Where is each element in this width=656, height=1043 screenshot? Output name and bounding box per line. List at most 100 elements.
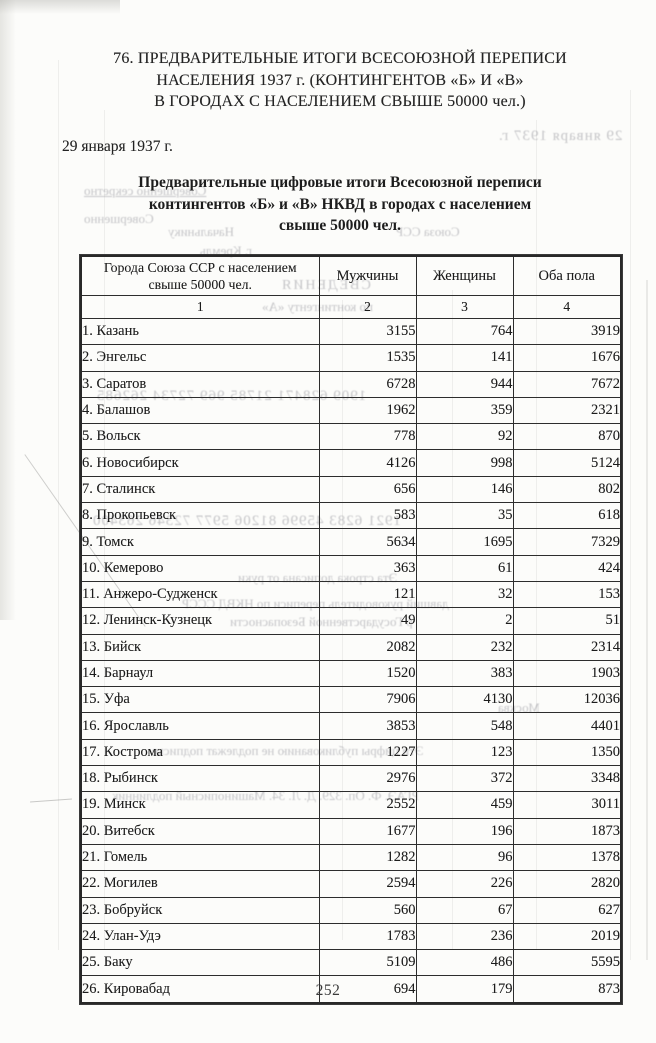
both-count-cell: 627 <box>512 896 622 924</box>
both-count-cell: 153 <box>512 580 622 609</box>
both-count-cell: 2820 <box>512 870 622 898</box>
men-count-cell: 2976 <box>318 765 417 793</box>
women-count-cell: 236 <box>415 922 514 951</box>
city-cell: 8. Прокопьевск <box>80 502 320 530</box>
city-cell: 20. Витебск <box>80 817 320 845</box>
both-count-cell: 424 <box>512 554 622 582</box>
men-count-cell: 778 <box>318 423 417 451</box>
table-row: 7. Сталинск 656 146 802 <box>80 475 622 504</box>
city-cell: 5. Вольск <box>80 423 320 451</box>
city-cell: 14. Барнаул <box>80 659 320 688</box>
bleedthrough-grid-line <box>630 90 631 960</box>
women-count-cell: 548 <box>415 712 514 740</box>
men-count-cell: 7906 <box>318 686 417 714</box>
both-count-cell: 3919 <box>512 317 622 346</box>
both-count-cell: 2321 <box>512 396 622 425</box>
both-count-cell: 2314 <box>512 633 622 661</box>
both-count-cell: 12036 <box>512 686 622 714</box>
column-number: 4 <box>512 295 622 319</box>
city-cell: 26. Кировабад <box>80 975 320 1004</box>
column-number: 2 <box>318 295 417 319</box>
city-cell: 25. Баку <box>80 949 320 977</box>
subtitle-line: контингентов «Б» и «В» НКВД в городах с … <box>148 195 532 213</box>
bleedthrough-text: 29 января 1937 г. <box>497 128 622 144</box>
city-cell: 7. Сталинск <box>80 475 320 504</box>
both-count-cell: 618 <box>512 502 622 530</box>
men-count-cell: 1677 <box>318 817 417 845</box>
table-row: 16. Ярославль 3853 548 4401 <box>80 712 622 740</box>
subtitle-line: свыше 50000 чел. <box>278 217 401 234</box>
men-count-cell: 5109 <box>318 949 417 977</box>
column-header-line: Города Союза ССР с населением <box>103 260 297 275</box>
header-row: Города Союза ССР с населением свыше 5000… <box>80 255 622 296</box>
men-count-cell: 1227 <box>318 738 417 767</box>
table-row: 18. Рыбинск 2976 372 3348 <box>80 765 622 793</box>
city-cell: 24. Улан-Удэ <box>80 922 320 951</box>
city-cell: 22. Могилев <box>80 870 320 898</box>
city-cell: 10. Кемерово <box>80 554 320 582</box>
women-count-cell: 486 <box>415 949 514 977</box>
both-count-cell: 873 <box>512 975 622 1004</box>
men-count-cell: 121 <box>318 580 417 609</box>
title-line: В ГОРОДАХ С НАСЕЛЕНИЕМ СВЫШЕ 50000 чел.) <box>154 93 526 110</box>
women-count-cell: 998 <box>415 449 514 477</box>
women-count-cell: 92 <box>415 423 514 451</box>
table-row: 5. Вольск 778 92 870 <box>80 423 622 451</box>
both-count-cell: 7672 <box>512 370 622 398</box>
men-count-cell: 6728 <box>318 370 417 398</box>
men-count-cell: 656 <box>318 475 417 504</box>
table-row: 23. Бобруйск 560 67 627 <box>80 896 622 924</box>
men-count-cell: 49 <box>318 607 417 635</box>
men-count-cell: 1962 <box>318 396 417 425</box>
men-count-cell: 1783 <box>318 922 417 951</box>
table-row: 8. Прокопьевск 583 35 618 <box>80 502 622 530</box>
table-row: 6. Новосибирск 4126 998 5124 <box>80 449 622 477</box>
subtitle-line: Предварительные цифровые итоги Всесоюзно… <box>138 174 542 191</box>
men-count-cell: 1282 <box>318 843 417 872</box>
men-count-cell: 2082 <box>318 633 417 661</box>
both-count-cell: 5124 <box>512 449 622 477</box>
women-count-cell: 359 <box>415 396 514 425</box>
city-cell: 13. Бийск <box>80 633 320 661</box>
men-count-cell: 363 <box>318 554 417 582</box>
table-row: 15. Уфа 7906 4130 12036 <box>80 686 622 714</box>
column-number: 3 <box>415 295 514 319</box>
document-title: 76. ПРЕДВАРИТЕЛЬНЫЕ ИТОГИ ВСЕСОЮЗНОЙ ПЕР… <box>60 48 620 113</box>
women-count-cell: 146 <box>415 475 514 504</box>
both-count-cell: 1873 <box>512 817 622 845</box>
men-count-cell: 4126 <box>318 449 417 477</box>
title-line: НАСЕЛЕНИЯ 1937 г. (КОНТИНГЕНТОВ «Б» И «В… <box>156 71 524 89</box>
city-cell: 3. Саратов <box>80 370 320 398</box>
city-cell: 19. Минск <box>80 791 320 819</box>
table-row: 25. Баку 5109 486 5595 <box>80 949 622 977</box>
women-count-cell: 96 <box>415 843 514 872</box>
document-date: 29 января 1937 г. <box>62 138 173 155</box>
both-count-cell: 1378 <box>512 843 622 872</box>
table-row: 14. Барнаул 1520 383 1903 <box>80 659 622 688</box>
men-count-cell: 694 <box>318 975 417 1004</box>
women-count-cell: 4130 <box>415 686 514 714</box>
both-count-cell: 7329 <box>512 528 622 556</box>
table-row: 21. Гомель 1282 96 1378 <box>80 843 622 872</box>
women-count-cell: 141 <box>415 344 514 372</box>
table-row: 2. Энгельс 1535 141 1676 <box>80 344 622 372</box>
women-count-cell: 67 <box>415 896 514 924</box>
table-row: 24. Улан-Удэ 1783 236 2019 <box>80 922 622 951</box>
women-count-cell: 232 <box>415 633 514 661</box>
women-count-cell: 459 <box>415 791 514 819</box>
table-row: 10. Кемерово 363 61 424 <box>80 554 622 582</box>
table-row: 22. Могилев 2594 226 2820 <box>80 870 622 898</box>
both-count-cell: 870 <box>512 423 622 451</box>
men-count-cell: 2552 <box>318 791 417 819</box>
city-cell: 2. Энгельс <box>80 344 320 372</box>
census-table-header: Города Союза ССР с населением свыше 5000… <box>80 255 622 319</box>
men-count-cell: 5634 <box>318 528 417 556</box>
both-count-cell: 802 <box>512 475 622 504</box>
women-count-cell: 179 <box>415 975 514 1004</box>
both-count-cell: 4401 <box>512 712 622 740</box>
both-count-cell: 1350 <box>512 738 622 767</box>
table-row: 1. Казань 3155 764 3919 <box>80 317 622 346</box>
column-number-row: 1 2 3 4 <box>80 295 622 319</box>
women-count-cell: 35 <box>415 502 514 530</box>
women-count-cell: 61 <box>415 554 514 582</box>
